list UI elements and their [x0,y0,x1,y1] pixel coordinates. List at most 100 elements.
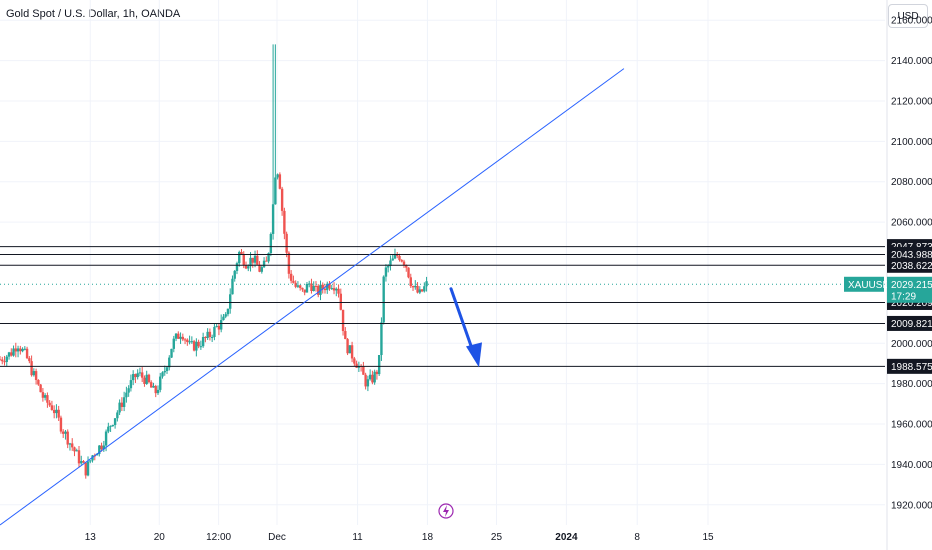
y-tick-label: 1980.000 [891,379,932,390]
candle [61,429,65,438]
candle [249,252,252,272]
candle [330,284,333,290]
candle [229,288,232,314]
candle [348,345,352,354]
candle [298,284,302,291]
candle [206,328,209,340]
candle [73,446,76,457]
candle [59,415,63,434]
candle [7,351,11,360]
candle [138,367,142,377]
candle [350,341,354,363]
x-tick-label: Dec [268,532,286,543]
candle [71,438,74,451]
y-tick-label: 2100.000 [891,137,932,148]
candle [362,361,365,375]
candle [86,456,90,477]
candle [344,327,347,340]
candle [204,336,207,343]
candle [312,281,315,292]
candle [5,354,8,367]
candle [326,281,329,294]
candle [280,186,284,216]
candle [289,270,293,284]
candle [201,332,205,348]
candle [188,335,191,345]
candle [253,250,257,268]
candle [111,424,115,427]
candle [274,44,277,205]
x-tick-label: 8 [634,532,640,543]
candle [393,248,397,260]
price-level-label[interactable]: 2038.622 [887,257,932,273]
candle [161,371,164,379]
candle [32,368,36,377]
candle [271,44,275,240]
candle [23,346,27,351]
candle [0,356,2,361]
candle [222,313,225,321]
candle [136,369,139,380]
candle [37,379,40,386]
candle [341,309,345,336]
candle [109,425,112,432]
candle [25,346,29,360]
candle [150,380,153,388]
candle [127,385,130,397]
candle [145,370,148,385]
y-tick-label: 2080.000 [891,177,932,188]
candle [391,254,394,261]
candle [411,285,415,291]
candle [12,345,15,357]
candle [409,273,412,289]
candle [120,397,124,412]
candle [278,172,282,190]
candle [416,282,419,294]
candle [3,355,6,366]
currency-button[interactable]: USD [888,4,928,28]
candle [168,355,171,371]
candle [389,255,392,271]
candle [251,257,254,268]
candle [398,253,401,262]
candle [174,333,178,342]
candle [265,256,268,262]
candle [346,337,349,356]
price-axis: 2160.000 2140.000 2120.000 2100.000 2080.000… [891,16,932,512]
candle [283,207,286,240]
candle [170,348,173,358]
candle [43,393,47,401]
candle [140,367,144,383]
candle [129,374,133,392]
candle [89,460,92,464]
candle [233,269,236,282]
candle [190,336,194,344]
x-tick-label: 15 [702,532,714,543]
current-price-value: 2029.215 [891,280,932,291]
y-tick-label: 1960.000 [891,420,932,431]
projection-arrow[interactable] [449,287,482,368]
candle [407,267,410,279]
symbol-tag: XAUUSD [848,280,890,291]
lightning-icon[interactable] [438,503,454,519]
candle [305,282,309,293]
price-level-label[interactable]: 2009.821 [887,315,932,331]
candle [183,337,187,345]
price-level-label[interactable]: 1988.575 [887,358,932,374]
candle [301,287,304,292]
trendline[interactable] [0,68,625,526]
candle [21,347,24,353]
candle [314,281,318,292]
candle [353,356,356,367]
candle [159,372,162,393]
candle [134,373,137,383]
time-axis: 13 20 12:00 Dec 11 18 25 2024 8 15 [85,532,714,543]
candle [368,369,372,381]
candle [420,288,424,293]
candle [382,275,385,325]
candle [197,339,200,349]
projection-arrow-shaft [449,287,476,356]
y-tick-label: 2140.000 [891,56,932,67]
candle [14,342,17,358]
